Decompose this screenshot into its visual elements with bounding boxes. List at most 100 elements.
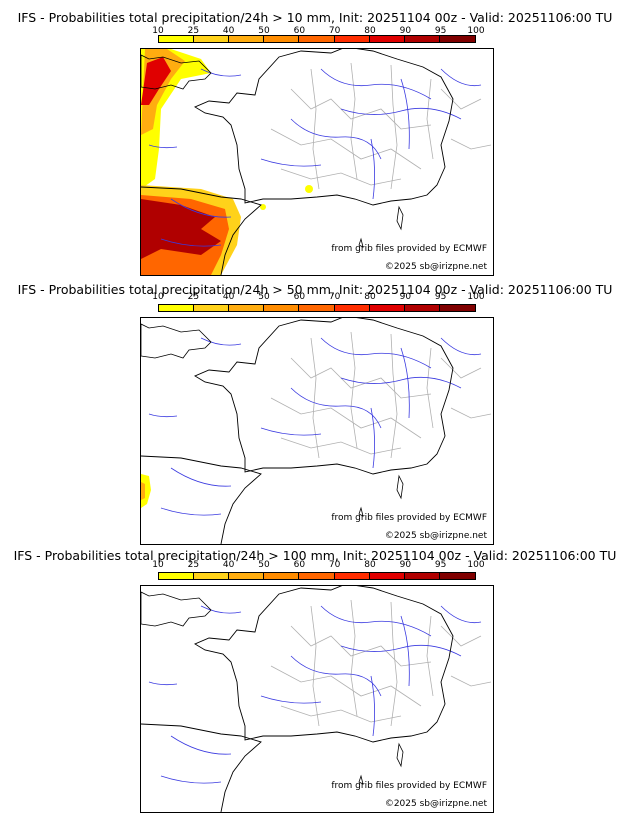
colorbar-tick-label: 90 xyxy=(399,292,412,302)
colorbar-tick-label: 70 xyxy=(328,560,341,570)
region-border xyxy=(426,615,434,697)
colorbar-segment xyxy=(194,305,230,311)
credit-copyright: ©2025 sb@irizpne.net xyxy=(384,799,487,809)
river xyxy=(400,78,410,150)
region-border xyxy=(310,337,320,459)
river xyxy=(370,138,375,200)
region-border xyxy=(290,625,432,667)
region-border xyxy=(390,64,398,190)
colorbar-segment xyxy=(334,305,370,311)
region-border xyxy=(290,357,432,399)
map-layer xyxy=(141,586,492,812)
colorbar-segment xyxy=(229,305,265,311)
colorbar-tick-label: 10 xyxy=(152,26,164,36)
region-border xyxy=(310,605,320,727)
river xyxy=(160,507,222,516)
coastline-britain xyxy=(141,54,212,90)
precip-area-mid xyxy=(141,482,145,500)
colorbar-segment xyxy=(299,573,335,579)
panel-title: IFS - Probabilities total precipitation/… xyxy=(17,10,613,25)
coastline-spain xyxy=(141,723,262,812)
colorbar-tick-label: 95 xyxy=(434,26,447,36)
colorbar-segment xyxy=(159,36,195,42)
region-border xyxy=(350,331,358,449)
panel-title: IFS - Probabilities total precipitation/… xyxy=(13,548,617,563)
precip-area-high xyxy=(141,57,171,105)
river xyxy=(160,238,222,247)
region-border xyxy=(350,599,358,717)
coastline-france xyxy=(194,318,454,475)
region-border xyxy=(440,357,482,379)
river xyxy=(290,118,382,160)
river xyxy=(370,675,375,737)
region-border xyxy=(310,68,320,190)
colorbar-segment xyxy=(159,305,195,311)
coastline-france xyxy=(194,49,454,206)
coastline-france xyxy=(194,586,454,743)
river xyxy=(400,347,410,419)
colorbar-segment xyxy=(369,36,405,42)
region-border xyxy=(426,347,434,429)
colorbar-segment xyxy=(404,573,440,579)
colorbar xyxy=(158,35,476,43)
coastline-island xyxy=(358,237,364,248)
region-border xyxy=(450,675,492,687)
colorbar-tick-label: 100 xyxy=(467,292,485,302)
colorbar-ticks: 10 25 40 50 60 70 80 90 95 100 xyxy=(152,292,484,302)
river xyxy=(148,681,178,686)
river xyxy=(340,107,462,120)
colorbar-segment xyxy=(229,573,265,579)
river xyxy=(148,144,178,149)
colorbar-tick-label: 40 xyxy=(222,292,235,302)
colorbar-segment xyxy=(264,305,300,311)
colorbar-tick-label: 50 xyxy=(258,292,270,302)
colorbar-segment xyxy=(404,36,440,42)
precip-map: from grib files provided by ECMWF ©2025 … xyxy=(140,317,494,545)
coastline-island xyxy=(358,774,364,785)
colorbar-segment xyxy=(369,305,405,311)
colorbar-tick-label: 10 xyxy=(152,560,164,570)
colorbar-segment xyxy=(229,36,265,42)
river xyxy=(370,407,375,469)
colorbar-tick-label: 25 xyxy=(187,26,200,36)
region-border xyxy=(390,333,398,459)
river xyxy=(290,655,382,697)
river xyxy=(148,413,178,418)
panel-10mm: IFS - Probabilities total precipitation/… xyxy=(0,0,630,276)
coastline-corsica xyxy=(396,742,404,768)
credit-source: from grib files provided by ECMWF xyxy=(331,513,487,523)
region-border xyxy=(350,62,358,180)
region-border xyxy=(270,128,422,170)
river xyxy=(440,68,482,87)
colorbar-tick-label: 10 xyxy=(152,292,164,302)
credit-source: from grib files provided by ECMWF xyxy=(331,244,487,254)
panel-title: IFS - Probabilities total precipitation/… xyxy=(17,282,613,297)
map-layer xyxy=(141,318,492,544)
credit-copyright: ©2025 sb@irizpne.net xyxy=(384,262,487,272)
river xyxy=(170,735,232,755)
colorbar-tick-label: 80 xyxy=(364,560,376,570)
river xyxy=(260,158,322,167)
credit-source: from grib files provided by ECMWF xyxy=(331,781,487,791)
colorbar-segment xyxy=(194,36,230,42)
coastline-britain xyxy=(141,323,212,359)
colorbar-tick-label: 60 xyxy=(293,26,306,36)
colorbar-tick-label: 80 xyxy=(364,292,376,302)
colorbar-tick-label: 60 xyxy=(293,292,306,302)
region-border xyxy=(280,437,402,455)
region-border xyxy=(280,168,402,186)
precip-map: from grib files provided by ECMWF ©2025 … xyxy=(140,585,494,813)
region-border xyxy=(440,625,482,647)
river xyxy=(440,605,482,624)
river xyxy=(340,644,462,657)
river xyxy=(200,337,242,346)
map-layer xyxy=(141,49,492,275)
colorbar-tick-label: 95 xyxy=(434,292,447,302)
colorbar-tick-label: 40 xyxy=(222,560,235,570)
river xyxy=(200,68,242,77)
colorbar-tick-label: 100 xyxy=(467,560,485,570)
colorbar-tick-label: 25 xyxy=(187,292,200,302)
colorbar xyxy=(158,304,476,312)
panel-100mm: IFS - Probabilities total precipitation/… xyxy=(0,536,630,826)
region-border xyxy=(270,397,422,439)
